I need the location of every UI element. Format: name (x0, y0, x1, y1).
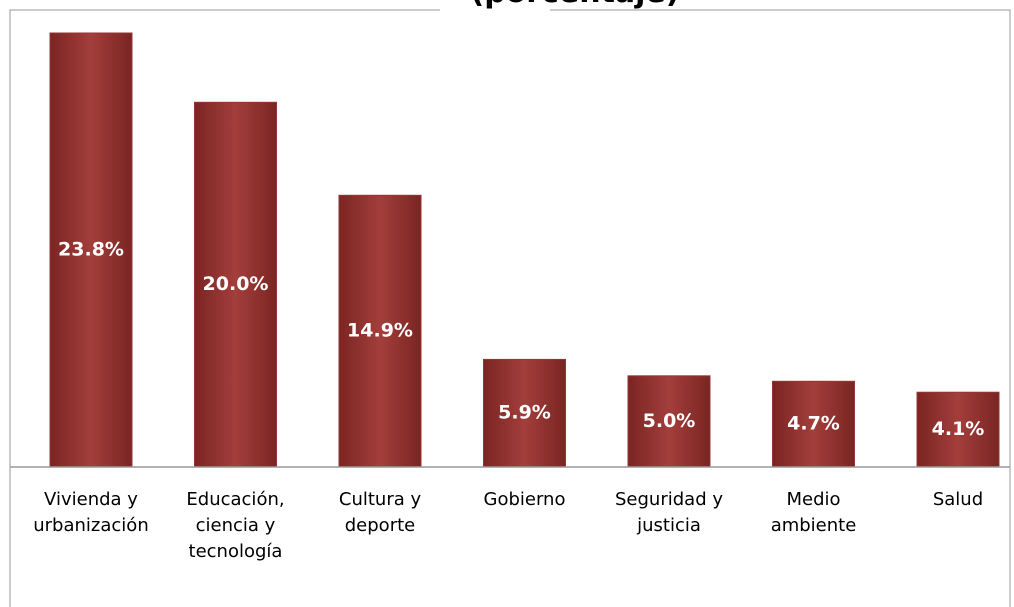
bar (49, 32, 133, 468)
bar (627, 375, 711, 468)
x-tick-label: Medio ambiente (771, 489, 857, 536)
chart-frame (9, 9, 1011, 607)
x-tick-label: Vivienda y urbanización (33, 489, 148, 536)
value-label: 23.8% (58, 239, 124, 261)
bar (772, 380, 855, 468)
chart-title: (porcentaje) (470, 0, 679, 10)
bar (338, 194, 422, 468)
value-label: 4.7% (787, 413, 840, 435)
value-label: 20.0% (203, 273, 269, 295)
bar (483, 358, 566, 468)
x-tick-label: Seguridad y justicia (615, 489, 723, 536)
x-tick-label: Educación, ciencia y tecnología (186, 489, 284, 562)
bar (916, 391, 1000, 468)
x-tick-label: Cultura y deporte (339, 489, 422, 536)
x-tick-label: Gobierno (484, 489, 566, 510)
value-label: 4.1% (932, 418, 985, 440)
value-label: 5.9% (498, 402, 551, 424)
title-bg (440, 0, 550, 12)
x-tick-label: Salud (933, 489, 983, 510)
value-label: 5.0% (643, 410, 696, 432)
value-label: 14.9% (347, 320, 413, 342)
